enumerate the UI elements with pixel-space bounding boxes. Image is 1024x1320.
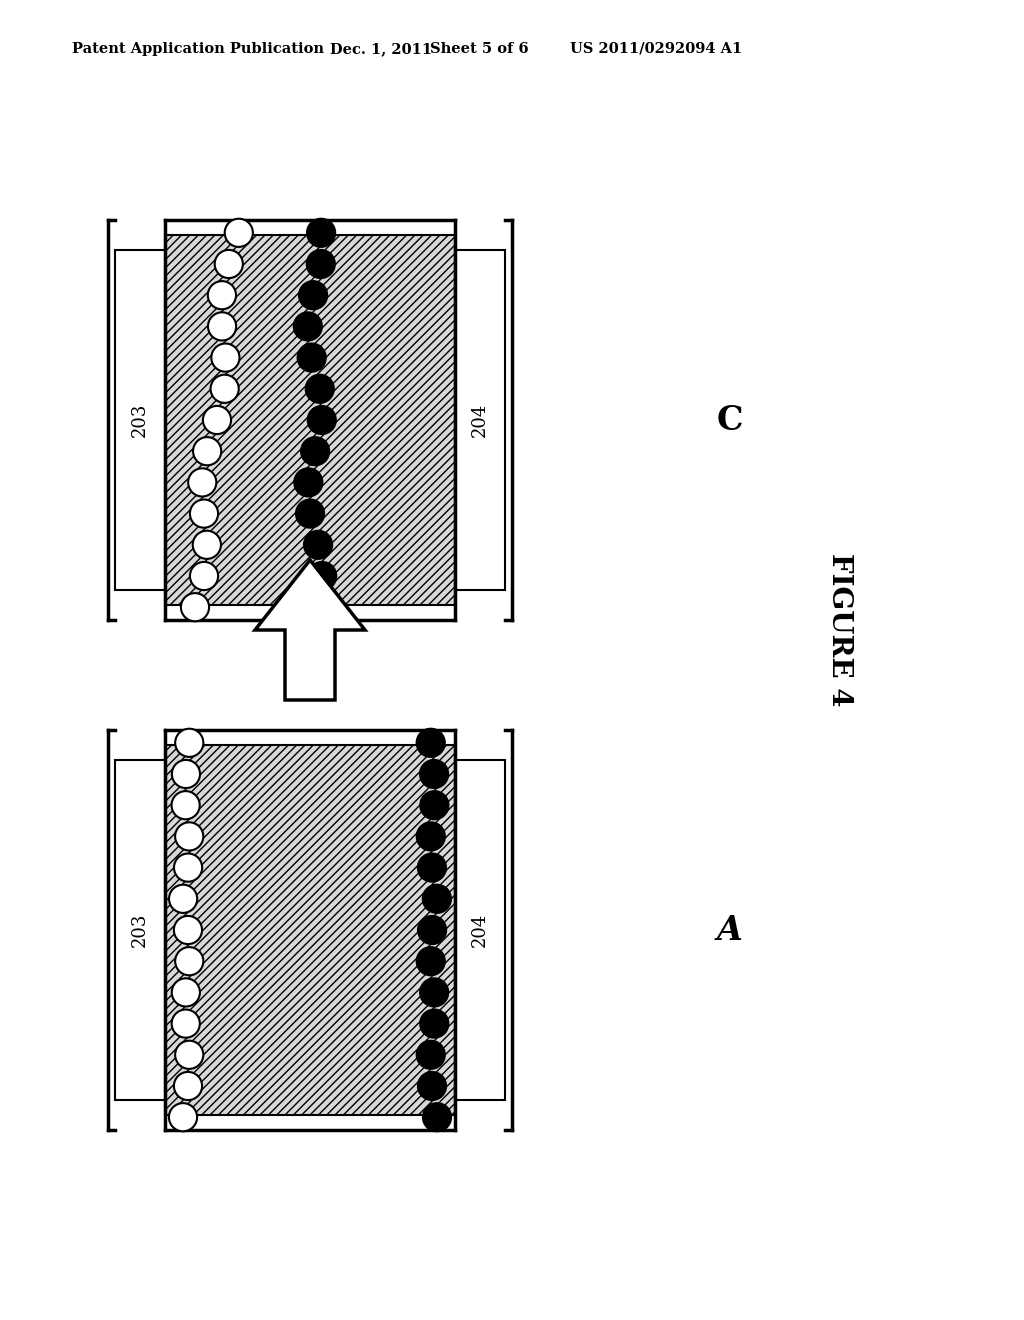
Text: US 2011/0292094 A1: US 2011/0292094 A1	[570, 42, 742, 55]
Circle shape	[307, 219, 335, 247]
Circle shape	[174, 916, 202, 944]
Circle shape	[175, 822, 204, 850]
Circle shape	[418, 916, 446, 944]
Circle shape	[193, 531, 221, 558]
Circle shape	[417, 948, 444, 975]
Circle shape	[188, 469, 216, 496]
Circle shape	[417, 729, 444, 756]
Text: Sheet 5 of 6: Sheet 5 of 6	[430, 42, 528, 55]
Circle shape	[304, 531, 332, 558]
Circle shape	[194, 437, 221, 465]
Circle shape	[172, 978, 200, 1006]
Circle shape	[169, 884, 198, 913]
Circle shape	[174, 1072, 202, 1100]
Circle shape	[208, 281, 236, 309]
Circle shape	[418, 1072, 446, 1100]
Polygon shape	[455, 760, 505, 1100]
Text: Patent Application Publication: Patent Application Publication	[72, 42, 324, 55]
Circle shape	[307, 249, 335, 279]
Circle shape	[294, 469, 323, 496]
Circle shape	[423, 1104, 452, 1131]
Text: 203: 203	[131, 403, 150, 437]
Circle shape	[181, 593, 209, 622]
Polygon shape	[165, 235, 455, 605]
Circle shape	[296, 499, 325, 528]
Circle shape	[172, 791, 200, 820]
Circle shape	[175, 948, 204, 975]
Circle shape	[301, 437, 329, 465]
Text: A: A	[717, 913, 743, 946]
Polygon shape	[115, 760, 165, 1100]
Circle shape	[308, 562, 336, 590]
Circle shape	[417, 1040, 444, 1069]
Circle shape	[420, 978, 449, 1006]
Circle shape	[215, 249, 243, 279]
Circle shape	[211, 375, 239, 403]
Circle shape	[203, 407, 231, 434]
Circle shape	[211, 343, 240, 372]
Circle shape	[420, 791, 449, 820]
Circle shape	[423, 884, 451, 913]
Circle shape	[298, 343, 326, 372]
Text: 203: 203	[131, 913, 150, 948]
Circle shape	[299, 281, 328, 309]
Circle shape	[420, 760, 449, 788]
Circle shape	[175, 1040, 204, 1069]
Text: C: C	[717, 404, 743, 437]
Circle shape	[172, 760, 200, 788]
Circle shape	[224, 219, 253, 247]
Text: 204: 204	[471, 403, 489, 437]
Circle shape	[208, 313, 237, 341]
Circle shape	[420, 1010, 449, 1038]
Polygon shape	[455, 249, 505, 590]
Circle shape	[307, 407, 336, 434]
Polygon shape	[115, 249, 165, 590]
Text: FIGURE 4: FIGURE 4	[826, 553, 853, 706]
Text: 204: 204	[471, 913, 489, 948]
Circle shape	[190, 562, 218, 590]
Circle shape	[418, 854, 446, 882]
Circle shape	[189, 499, 218, 528]
Circle shape	[174, 854, 202, 882]
Circle shape	[306, 375, 334, 403]
Text: Dec. 1, 2011: Dec. 1, 2011	[330, 42, 432, 55]
Circle shape	[294, 313, 322, 341]
Circle shape	[175, 729, 204, 756]
Circle shape	[417, 822, 444, 850]
Polygon shape	[255, 560, 365, 700]
Circle shape	[303, 593, 331, 622]
Circle shape	[172, 1010, 200, 1038]
Polygon shape	[165, 744, 455, 1115]
Circle shape	[169, 1104, 197, 1131]
